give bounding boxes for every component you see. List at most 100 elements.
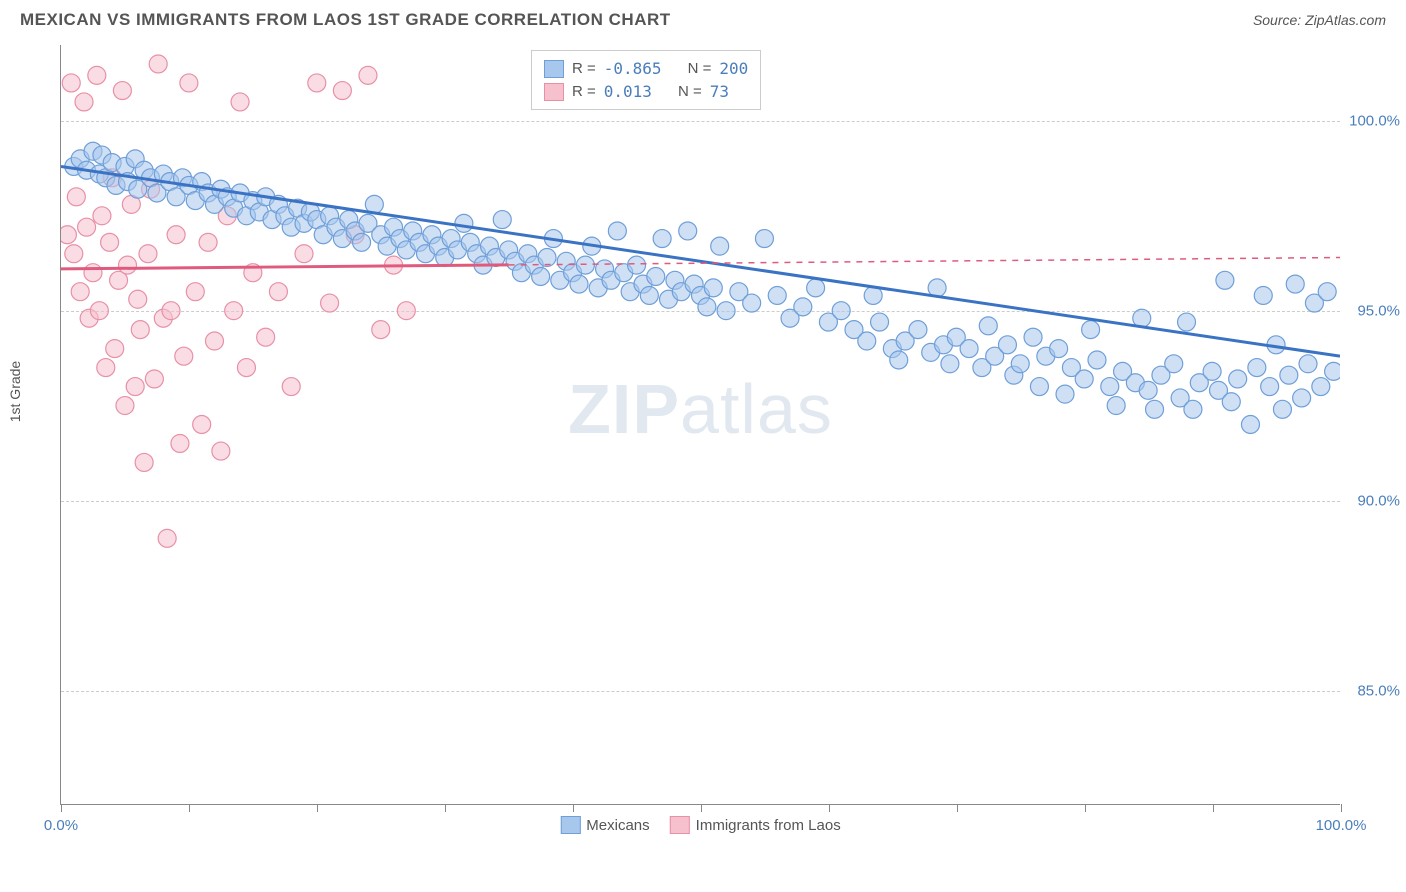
x-tick bbox=[1213, 804, 1214, 812]
data-point bbox=[1312, 378, 1330, 396]
data-point bbox=[162, 302, 180, 320]
data-point bbox=[231, 93, 249, 111]
data-point bbox=[538, 249, 556, 267]
data-point bbox=[960, 340, 978, 358]
data-point bbox=[113, 82, 131, 100]
data-point bbox=[308, 74, 326, 92]
data-point bbox=[1101, 378, 1119, 396]
r-value-mexicans: -0.865 bbox=[604, 59, 662, 78]
data-point bbox=[1248, 359, 1266, 377]
data-point bbox=[171, 434, 189, 452]
data-point bbox=[1184, 400, 1202, 418]
x-tick bbox=[957, 804, 958, 812]
data-point bbox=[131, 321, 149, 339]
data-point bbox=[1229, 370, 1247, 388]
data-point bbox=[1030, 378, 1048, 396]
legend-swatch-blue bbox=[560, 816, 580, 834]
data-point bbox=[608, 222, 626, 240]
legend-row-mexicans: R = -0.865 N = 200 bbox=[544, 57, 748, 80]
data-point bbox=[158, 529, 176, 547]
n-label: N = bbox=[688, 60, 712, 77]
data-point bbox=[1024, 328, 1042, 346]
data-point bbox=[1107, 397, 1125, 415]
data-point bbox=[1241, 416, 1259, 434]
correlation-legend: R = -0.865 N = 200 R = 0.013 N = 73 bbox=[531, 50, 761, 110]
data-point bbox=[193, 416, 211, 434]
data-point bbox=[794, 298, 812, 316]
n-value-laos: 73 bbox=[710, 82, 729, 101]
data-point bbox=[225, 302, 243, 320]
data-point bbox=[1203, 362, 1221, 380]
y-tick-label: 95.0% bbox=[1357, 303, 1400, 320]
data-point bbox=[106, 340, 124, 358]
data-point bbox=[998, 336, 1016, 354]
data-point bbox=[979, 317, 997, 335]
n-label: N = bbox=[678, 83, 702, 100]
data-point bbox=[75, 93, 93, 111]
data-point bbox=[97, 359, 115, 377]
x-tick-label: 0.0% bbox=[44, 817, 78, 834]
data-point bbox=[1293, 389, 1311, 407]
x-tick bbox=[189, 804, 190, 812]
data-point bbox=[1050, 340, 1068, 358]
data-point bbox=[186, 283, 204, 301]
data-point bbox=[647, 268, 665, 286]
data-point bbox=[282, 378, 300, 396]
data-point bbox=[1254, 286, 1272, 304]
data-point bbox=[90, 302, 108, 320]
x-tick bbox=[317, 804, 318, 812]
data-point bbox=[704, 279, 722, 297]
data-point bbox=[397, 302, 415, 320]
data-point bbox=[116, 397, 134, 415]
data-point bbox=[119, 256, 137, 274]
x-tick bbox=[61, 804, 62, 812]
data-point bbox=[78, 218, 96, 236]
legend-item-laos: Immigrants from Laos bbox=[670, 816, 841, 834]
y-axis-label: 1st Grade bbox=[7, 361, 23, 422]
n-value-mexicans: 200 bbox=[719, 59, 748, 78]
data-point bbox=[167, 226, 185, 244]
data-point bbox=[135, 453, 153, 471]
data-point bbox=[743, 294, 761, 312]
data-point bbox=[1261, 378, 1279, 396]
data-point bbox=[295, 245, 313, 263]
data-point bbox=[941, 355, 959, 373]
data-point bbox=[1280, 366, 1298, 384]
data-point bbox=[807, 279, 825, 297]
legend-item-mexicans: Mexicans bbox=[560, 816, 649, 834]
data-point bbox=[145, 370, 163, 388]
data-point bbox=[532, 268, 550, 286]
data-point bbox=[768, 286, 786, 304]
data-point bbox=[175, 347, 193, 365]
data-point bbox=[909, 321, 927, 339]
data-point bbox=[1325, 362, 1340, 380]
data-point bbox=[1011, 355, 1029, 373]
data-point bbox=[333, 82, 351, 100]
data-point bbox=[149, 55, 167, 73]
data-point bbox=[1286, 275, 1304, 293]
data-point bbox=[871, 313, 889, 331]
chart-container: 1st Grade R = -0.865 N = 200 R = 0.013 N… bbox=[50, 45, 1390, 845]
data-point bbox=[1165, 355, 1183, 373]
data-point bbox=[1273, 400, 1291, 418]
legend-row-laos: R = 0.013 N = 73 bbox=[544, 80, 748, 103]
data-point bbox=[372, 321, 390, 339]
plot-area: R = -0.865 N = 200 R = 0.013 N = 73 ZIPa… bbox=[60, 45, 1340, 805]
data-point bbox=[717, 302, 735, 320]
legend-swatch-pink bbox=[544, 83, 564, 101]
data-point bbox=[1222, 393, 1240, 411]
y-tick-label: 90.0% bbox=[1357, 493, 1400, 510]
data-point bbox=[711, 237, 729, 255]
series-legend: Mexicans Immigrants from Laos bbox=[560, 816, 840, 834]
data-point bbox=[237, 359, 255, 377]
data-point bbox=[199, 233, 217, 251]
scatter-svg bbox=[61, 45, 1340, 804]
data-point bbox=[576, 256, 594, 274]
data-point bbox=[1318, 283, 1336, 301]
data-point bbox=[1178, 313, 1196, 331]
data-point bbox=[832, 302, 850, 320]
data-point bbox=[353, 233, 371, 251]
data-point bbox=[205, 332, 223, 350]
chart-title: MEXICAN VS IMMIGRANTS FROM LAOS 1ST GRAD… bbox=[20, 10, 671, 30]
data-point bbox=[67, 188, 85, 206]
